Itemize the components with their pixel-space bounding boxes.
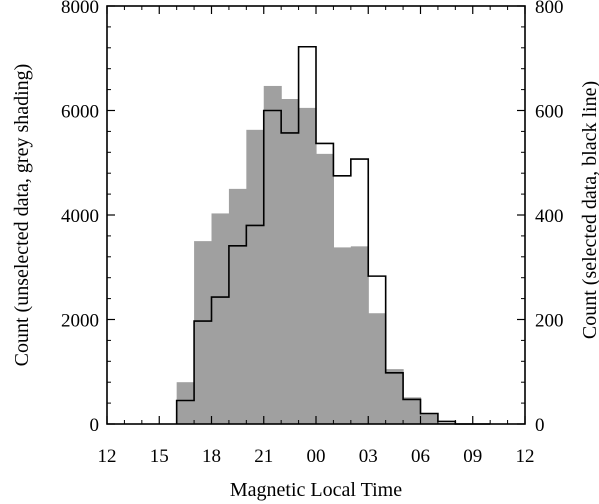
x-tick-label: 03 — [359, 446, 378, 467]
grey-bar — [194, 241, 213, 424]
x-axis-ticks: 12 15 18 21 00 03 06 09 12 — [98, 6, 535, 467]
right-y-axis-title: Count (selected data, black line) — [579, 81, 599, 339]
grey-bar — [298, 107, 317, 424]
grey-bar — [420, 414, 439, 424]
x-tick-label: 09 — [463, 446, 482, 467]
grey-bar — [211, 213, 230, 424]
x-tick-label: 00 — [307, 446, 326, 467]
x-axis-title: Magnetic Local Time — [230, 479, 402, 501]
grey-bar — [385, 369, 404, 424]
right-tick-label: 800 — [535, 0, 564, 18]
grey-histogram-bars — [176, 85, 456, 424]
grey-bar — [281, 99, 300, 424]
right-tick-label: 200 — [535, 311, 564, 332]
x-tick-label: 18 — [202, 446, 221, 467]
x-tick-label: 12 — [98, 446, 117, 467]
left-tick-label: 4000 — [61, 206, 99, 227]
left-y-axis-ticks: 0 2000 4000 6000 8000 — [61, 0, 115, 436]
left-tick-label: 6000 — [61, 102, 99, 123]
grey-bar — [403, 397, 422, 424]
right-tick-label: 0 — [535, 415, 545, 436]
grey-bar — [350, 246, 369, 424]
right-tick-label: 600 — [535, 102, 564, 123]
left-y-axis-title: Count (unselected data, grey shading) — [11, 64, 33, 367]
x-tick-label: 21 — [254, 446, 273, 467]
black-line-histogram — [175, 45, 491, 425]
grey-bar — [228, 188, 247, 424]
left-tick-label: 8000 — [61, 0, 99, 18]
right-tick-label: 400 — [535, 206, 564, 227]
x-tick-label: 12 — [516, 446, 535, 467]
left-tick-label: 2000 — [61, 311, 99, 332]
x-tick-label: 06 — [411, 446, 430, 467]
grey-bar — [246, 129, 265, 424]
grey-bar — [316, 153, 335, 424]
grey-bar — [333, 247, 352, 424]
left-tick-label: 0 — [90, 415, 100, 436]
grey-bar — [176, 382, 195, 424]
right-y-axis-ticks: 0 200 400 600 800 — [517, 0, 564, 436]
grey-bar — [263, 85, 282, 424]
x-tick-label: 15 — [150, 446, 169, 467]
grey-bar — [368, 313, 387, 424]
